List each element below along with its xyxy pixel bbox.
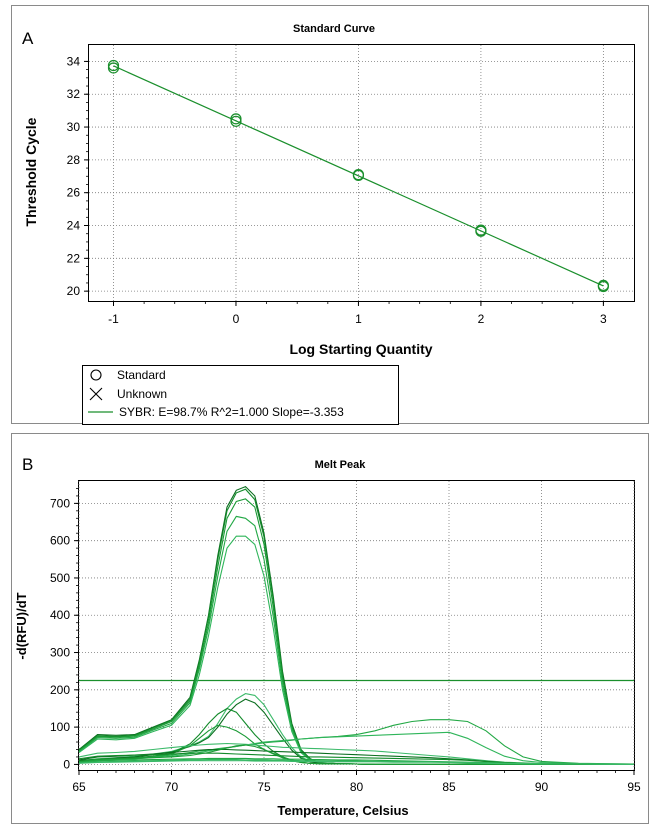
panel-b-y-tick-label: 400 <box>50 608 70 622</box>
panel-a-standard-point <box>107 59 120 72</box>
panel-b-x-tick-label: 90 <box>535 780 549 794</box>
panel-b-x-tick-label: 80 <box>350 780 364 794</box>
panel-a-standard-point <box>230 113 242 125</box>
panel-b-x-tick-label: 95 <box>627 780 641 794</box>
panel-b-x-axis-label: Temperature, Celsius <box>277 803 408 818</box>
panel-a-ticks: -1 0 1 2 3 20 22 24 26 28 30 32 34 <box>67 54 607 326</box>
panel-a-y-tick-label: 28 <box>67 153 81 167</box>
panel-a-label: A <box>22 29 34 48</box>
panel-a-y-axis-label: Threshold Cycle <box>23 117 39 226</box>
panel-b-x-tick-label: 75 <box>257 780 271 794</box>
panel-a-grid <box>89 45 634 301</box>
panel-b-y-tick-label: 700 <box>50 496 70 510</box>
panel-b-y-tick-label: 200 <box>50 683 70 697</box>
panel-b-melt-curve <box>78 760 635 765</box>
panel-a-fit-line <box>113 65 604 287</box>
legend-sybr-label: SYBR: E=98.7% R^2=1.000 Slope=-3.353 <box>119 405 344 419</box>
panel-a-points <box>107 59 609 293</box>
panel-a-x-tick-label: 0 <box>233 312 240 326</box>
panel-b-melt-curve <box>78 752 635 765</box>
panel-a-y-tick-label: 22 <box>67 251 81 265</box>
panel-b-y-tick-label: 0 <box>63 757 70 771</box>
panel-a-y-tick-label: 24 <box>67 219 81 233</box>
panel-a-y-tick-label: 32 <box>67 87 81 101</box>
panel-b-title: Melt Peak <box>315 459 367 471</box>
panel-a-x-tick-label: -1 <box>108 312 119 326</box>
panel-b-y-tick-label: 500 <box>50 571 70 585</box>
panel-a-x-tick-label: 2 <box>478 312 485 326</box>
panel-a-y-tick-label: 34 <box>67 54 81 68</box>
panel-a-x-tick-label: 3 <box>600 312 607 326</box>
panel-a-y-tick-label: 20 <box>67 284 81 298</box>
legend-box <box>82 365 399 425</box>
panel-b-y-tick-label: 300 <box>50 646 70 660</box>
panel-a-standard-point <box>475 224 487 236</box>
panel-b-y-axis-label: -d(RFU)/dT <box>14 592 29 659</box>
panel-b-y-tick-label: 100 <box>50 720 70 734</box>
panel-b-melt-curve <box>78 731 635 765</box>
panel-b-series <box>78 485 635 765</box>
panel-a-standard-point <box>597 279 609 292</box>
panel-b-label: B <box>22 455 33 474</box>
panel-b-x-tick-label: 85 <box>442 780 456 794</box>
panel-a-y-tick-label: 26 <box>67 186 81 200</box>
panel-b-x-tick-label: 70 <box>165 780 179 794</box>
panel-b-x-tick-label: 65 <box>72 780 86 794</box>
legend-unknown-marker <box>89 387 103 401</box>
legend-unknown-label: Unknown <box>117 387 167 401</box>
panel-b-y-tick-label: 600 <box>50 534 70 548</box>
legend-standard-marker <box>90 369 102 381</box>
panel-a-x-axis-label: Log Starting Quantity <box>289 341 432 357</box>
panel-a-x-tick-label: 1 <box>355 312 362 326</box>
legend-standard-label: Standard <box>117 368 166 382</box>
panel-a-y-tick-label: 30 <box>67 120 81 134</box>
panel-a-standard-point <box>352 169 365 181</box>
panel-b-ticks: 65 70 75 80 85 90 95 0 100 200 300 400 500 600 700 <box>50 488 641 794</box>
panel-a-title: Standard Curve <box>293 23 375 35</box>
panel-a-fit-line-group <box>113 65 604 287</box>
panel-a-legend: Standard Unknown SYBR: E=98.7% R^2=1.000… <box>82 365 399 425</box>
panel-b-melt-curve <box>78 742 635 765</box>
